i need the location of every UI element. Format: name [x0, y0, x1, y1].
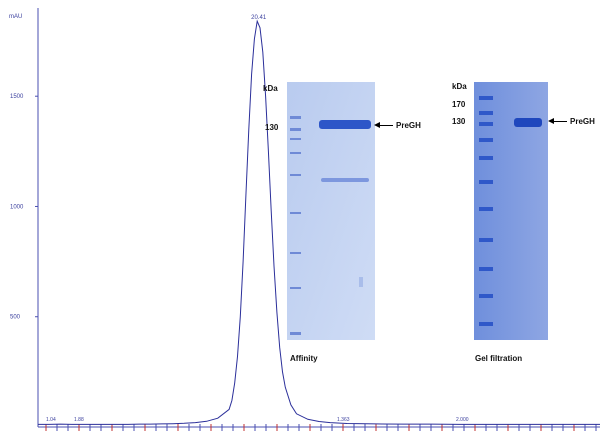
- y-tick-label: 1500: [10, 94, 24, 100]
- ladder-band: [479, 111, 493, 115]
- gf-caption: Gel filtration: [475, 354, 523, 363]
- baseline-label: 1.88: [74, 417, 84, 423]
- peak-labels: 20.41 1.04 1.88 1.363 2.000: [46, 15, 469, 423]
- chromatogram-trace: [38, 19, 600, 425]
- ladder-band: [290, 287, 301, 289]
- ladder-band: [290, 152, 301, 154]
- ladder-band: [479, 294, 493, 298]
- ladder-band: [479, 267, 493, 271]
- ladder-band: [290, 128, 301, 131]
- gel-filtration-image: [474, 82, 548, 340]
- ladder-band: [290, 252, 301, 254]
- y-tick-label: 1000: [10, 204, 24, 210]
- gf-arrow-icon: [548, 118, 554, 124]
- affinity-gel-image: [287, 82, 375, 340]
- y-unit-label: mAU: [9, 14, 22, 20]
- x-fraction-marks: [45, 424, 597, 431]
- gel-filtration-panel: [474, 82, 548, 340]
- baseline-label: 2.000: [456, 417, 469, 423]
- peak-label: 20.41: [251, 15, 267, 21]
- affinity-kda-label: kDa: [263, 84, 278, 93]
- ladder-band: [290, 212, 301, 214]
- y-tick-label: 500: [10, 315, 21, 321]
- affinity-gel-panel: [287, 82, 375, 340]
- smear: [359, 277, 363, 287]
- ladder-band: [290, 138, 301, 140]
- ladder-band: [290, 174, 301, 176]
- y-tick-group: 500 1000 1500: [10, 94, 38, 321]
- ladder-band: [479, 207, 493, 211]
- gf-arrow-line: [553, 121, 567, 122]
- baseline-label: 1.363: [337, 417, 350, 423]
- affinity-arrow-line: [379, 125, 393, 126]
- trace-group: [38, 19, 600, 425]
- affinity-caption: Affinity: [290, 354, 318, 363]
- ladder-band: [479, 138, 493, 142]
- ladder-band: [290, 332, 301, 335]
- gf-marker-170: 170: [452, 100, 466, 109]
- ladder-band: [479, 322, 493, 326]
- baseline-label: 1.04: [46, 417, 56, 423]
- chart-axes: mAU: [9, 8, 600, 428]
- ladder-band: [479, 122, 493, 126]
- ladder-band: [479, 96, 493, 100]
- gf-kda-label: kDa: [452, 82, 467, 91]
- pregh-band: [514, 118, 542, 127]
- pregh-band: [319, 120, 371, 129]
- affinity-marker-130: 130: [265, 123, 279, 132]
- affinity-band-label: PreGH: [396, 121, 421, 130]
- minor-band: [321, 178, 369, 182]
- gf-marker-130: 130: [452, 117, 466, 126]
- ladder-band: [479, 156, 493, 160]
- ladder-band: [479, 180, 493, 184]
- ladder-band: [290, 116, 301, 119]
- gf-band-label: PreGH: [570, 117, 595, 126]
- affinity-arrow-icon: [374, 122, 380, 128]
- ladder-band: [479, 238, 493, 242]
